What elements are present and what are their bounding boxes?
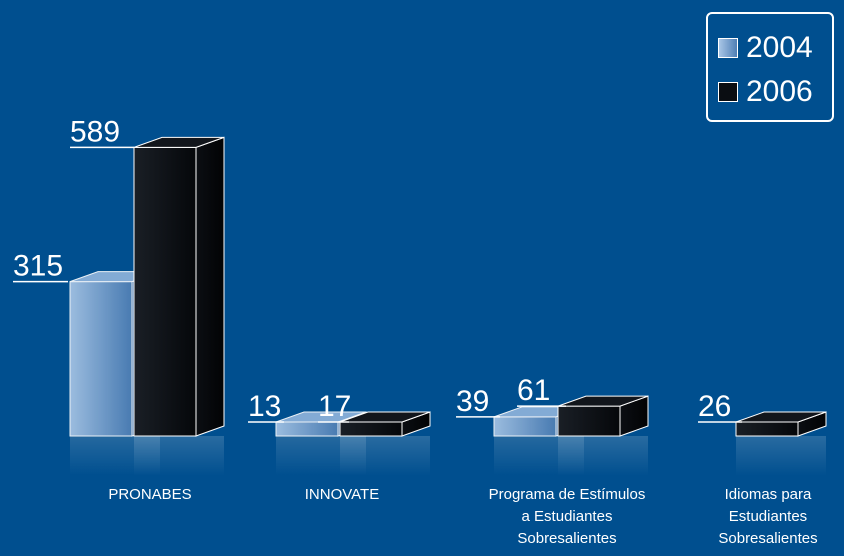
bar-front-face bbox=[735, 421, 799, 437]
bar-top-face bbox=[735, 411, 827, 423]
legend-item-2006: 2006 bbox=[718, 74, 813, 110]
value-label-2004-1: 13 bbox=[248, 390, 281, 423]
bar-2006-3 bbox=[735, 411, 827, 476]
bar-reflection bbox=[134, 436, 224, 476]
bar-reflection bbox=[736, 436, 826, 476]
bar-top-face bbox=[557, 395, 649, 407]
value-label-2006-1: 17 bbox=[318, 390, 351, 423]
legend-label-2004: 2004 bbox=[746, 31, 813, 64]
bar-front-face bbox=[339, 421, 403, 437]
bar-top-face bbox=[339, 411, 431, 423]
value-label-2006-0: 589 bbox=[70, 115, 120, 148]
category-label-innovate: INNOVATE bbox=[304, 486, 380, 503]
bar-front-face bbox=[69, 281, 133, 437]
bar-reflection bbox=[558, 436, 648, 476]
value-label-2004-0: 315 bbox=[13, 250, 63, 283]
chart-legend: 2004 2006 bbox=[706, 12, 834, 122]
bar-2006-1 bbox=[339, 411, 431, 476]
value-label-2006-2: 61 bbox=[517, 374, 550, 407]
bar-2006-0 bbox=[133, 136, 225, 476]
bar-top-face bbox=[275, 411, 367, 423]
bar-front-face bbox=[275, 421, 339, 437]
legend-item-2004: 2004 bbox=[718, 30, 813, 66]
bar-top-face bbox=[133, 136, 225, 148]
bar-front-face bbox=[557, 405, 621, 437]
legend-swatch-2004 bbox=[718, 38, 738, 58]
value-label-2006-3: 26 bbox=[698, 390, 731, 423]
category-label-idiomas: Idiomas para Estudiantes Sobresalientes bbox=[718, 486, 818, 547]
legend-swatch-2006 bbox=[718, 82, 738, 102]
value-label-2004-2: 39 bbox=[456, 385, 489, 418]
bar-front-face bbox=[133, 146, 197, 437]
bar-side-face bbox=[195, 136, 225, 437]
category-label-programa-estimulos: Programa de Estímulos a Estudiantes Sobr… bbox=[488, 486, 646, 547]
bar-2006-2 bbox=[557, 395, 649, 476]
bar-reflection bbox=[340, 436, 430, 476]
legend-label-2006: 2006 bbox=[746, 75, 813, 108]
bar-front-face bbox=[493, 416, 557, 437]
category-label-pronabes: PRONABES bbox=[108, 486, 192, 503]
